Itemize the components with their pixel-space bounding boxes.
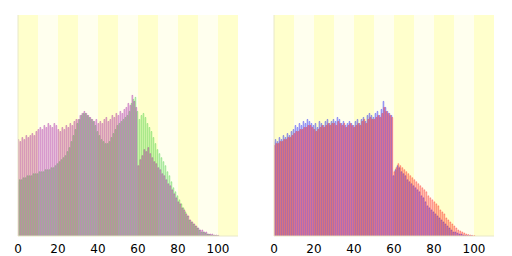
svg-text:40: 40 bbox=[346, 242, 361, 256]
svg-text:20: 20 bbox=[50, 242, 65, 256]
svg-text:0: 0 bbox=[270, 242, 278, 256]
svg-text:100: 100 bbox=[207, 242, 230, 256]
svg-text:80: 80 bbox=[170, 242, 185, 256]
svg-text:0: 0 bbox=[14, 242, 22, 256]
svg-text:80: 80 bbox=[426, 242, 441, 256]
svg-text:20: 20 bbox=[306, 242, 321, 256]
svg-text:100: 100 bbox=[463, 242, 486, 256]
svg-text:40: 40 bbox=[90, 242, 105, 256]
svg-text:60: 60 bbox=[386, 242, 401, 256]
svg-text:60: 60 bbox=[130, 242, 145, 256]
